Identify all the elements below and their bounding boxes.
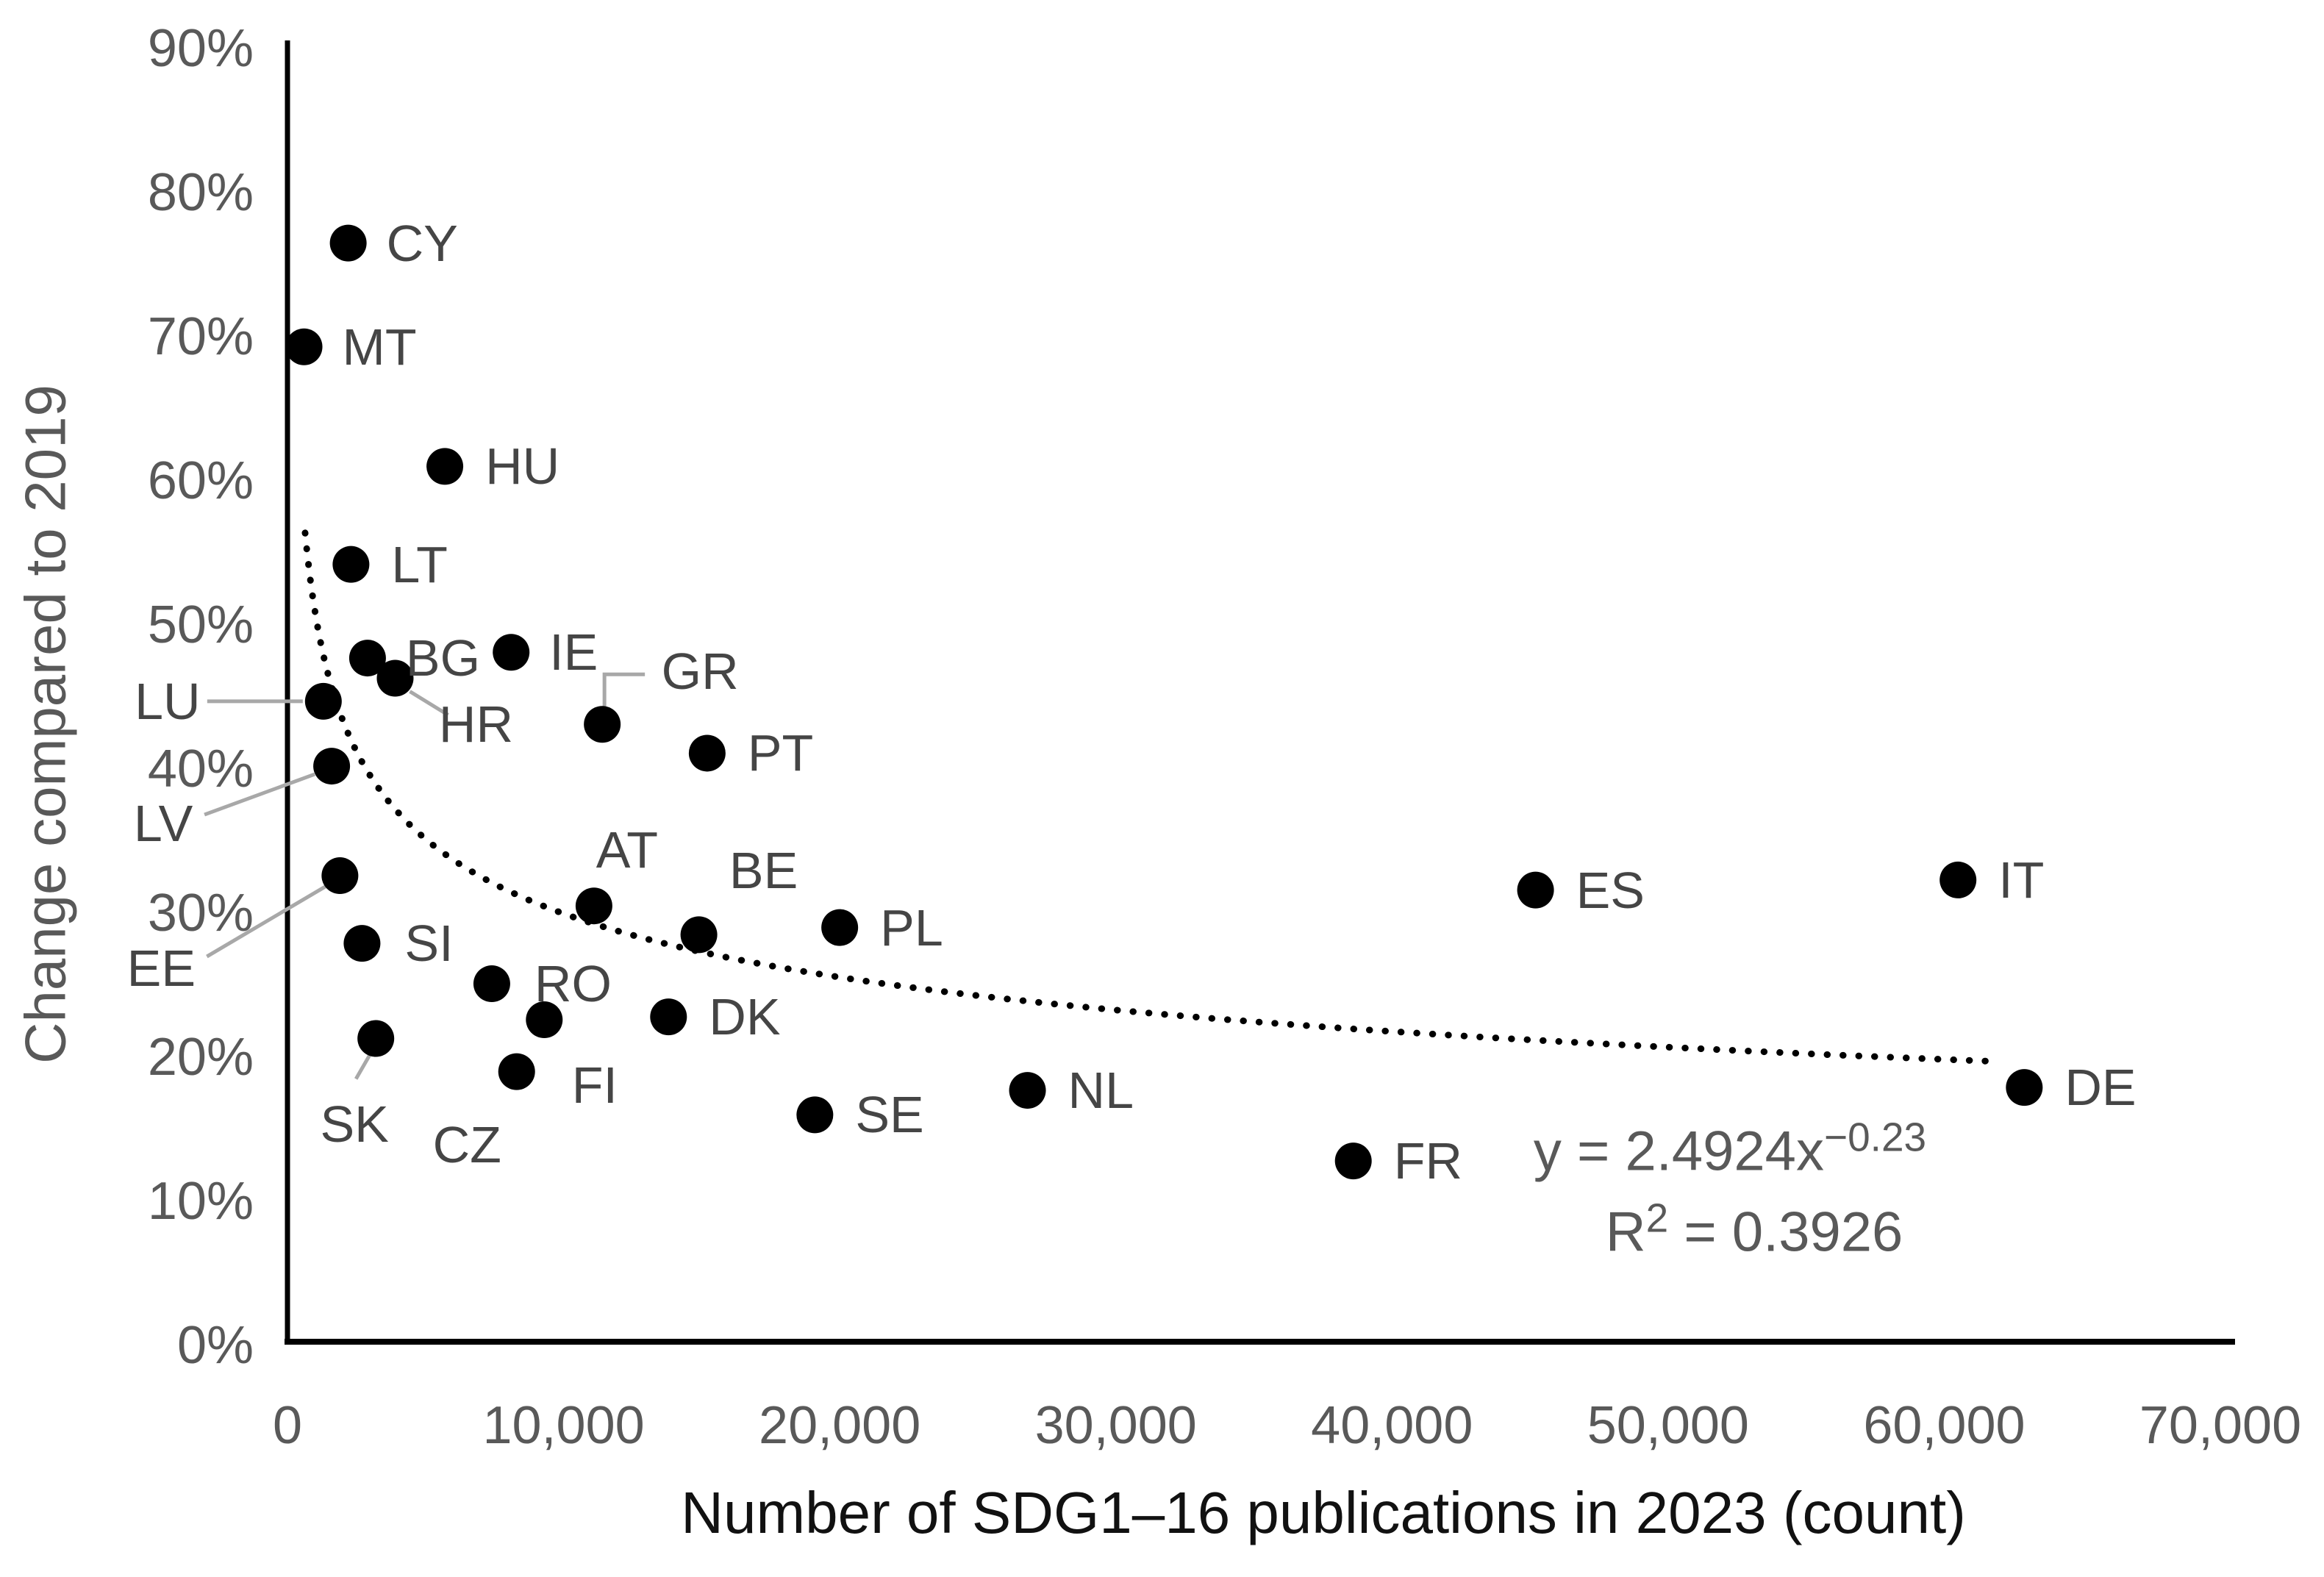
data-point-CZ bbox=[526, 1001, 563, 1039]
y-axis-title: Change compared to 2019 bbox=[12, 385, 78, 1064]
data-point-DE bbox=[2006, 1069, 2043, 1106]
point-label-FI: FI bbox=[571, 1056, 618, 1114]
data-point-FR bbox=[1334, 1142, 1372, 1180]
leader-line-GR bbox=[602, 672, 646, 709]
data-point-LT bbox=[332, 546, 370, 583]
leader-line-LV bbox=[204, 772, 315, 817]
data-point-AT bbox=[575, 887, 612, 925]
data-point-IT bbox=[1939, 861, 1977, 898]
y-tick-label-90%: 90% bbox=[147, 19, 254, 78]
point-label-DK: DK bbox=[709, 988, 781, 1046]
r2-base: R bbox=[1605, 1201, 1646, 1264]
point-label-IE: IE bbox=[549, 623, 598, 682]
point-label-BE: BE bbox=[729, 842, 798, 900]
point-label-IT: IT bbox=[1998, 851, 2045, 909]
point-label-FR: FR bbox=[1393, 1132, 1463, 1190]
point-label-SK: SK bbox=[320, 1095, 389, 1153]
r-squared-label: R2 = 0.3926 bbox=[1606, 1198, 1903, 1260]
point-label-EE: EE bbox=[126, 940, 196, 998]
x-tick-label-10,000: 10,000 bbox=[482, 1396, 645, 1455]
leader-line-HR bbox=[409, 690, 449, 717]
point-label-MT: MT bbox=[342, 318, 417, 376]
point-label-CZ: CZ bbox=[432, 1116, 501, 1174]
data-point-LU bbox=[304, 682, 342, 720]
point-label-RO: RO bbox=[534, 955, 612, 1013]
point-label-CY: CY bbox=[386, 214, 458, 272]
x-tick-label-0: 0 bbox=[272, 1396, 303, 1455]
y-tick-label-0%: 0% bbox=[176, 1316, 254, 1375]
point-label-PT: PT bbox=[747, 724, 814, 782]
equation-exponent: −0.23 bbox=[1823, 1114, 1927, 1160]
data-point-DK bbox=[650, 998, 687, 1036]
y-tick-label-30%: 30% bbox=[147, 884, 254, 943]
x-tick-label-70,000: 70,000 bbox=[2139, 1396, 2302, 1455]
point-label-AT: AT bbox=[596, 821, 659, 879]
equation-prefix: y = 2.4924x bbox=[1533, 1120, 1824, 1183]
data-point-IE bbox=[493, 634, 530, 671]
x-tick-label-50,000: 50,000 bbox=[1587, 1396, 1749, 1455]
data-points-group bbox=[285, 224, 2043, 1180]
x-tick-label-60,000: 60,000 bbox=[1863, 1396, 2026, 1455]
data-point-RO bbox=[473, 965, 510, 1003]
x-tick-label-30,000: 30,000 bbox=[1034, 1396, 1197, 1455]
point-label-ES: ES bbox=[1576, 861, 1645, 919]
data-point-LV bbox=[313, 748, 351, 785]
point-label-LT: LT bbox=[391, 535, 448, 593]
data-point-ES bbox=[1517, 871, 1554, 909]
data-point-MT bbox=[285, 328, 323, 365]
point-label-NL: NL bbox=[1068, 1062, 1134, 1120]
data-point-SE bbox=[796, 1096, 834, 1134]
data-point-PT bbox=[688, 734, 726, 772]
y-tick-label-40%: 40% bbox=[147, 740, 254, 798]
point-label-LU: LU bbox=[135, 672, 201, 730]
data-point-GR bbox=[584, 706, 621, 743]
data-point-BG bbox=[348, 640, 386, 677]
data-point-HU bbox=[426, 448, 464, 485]
point-label-SE: SE bbox=[855, 1086, 924, 1144]
data-point-NL bbox=[1009, 1072, 1046, 1109]
trendline-group bbox=[301, 529, 1998, 1065]
point-label-GR: GR bbox=[661, 643, 739, 701]
point-label-HR: HR bbox=[438, 695, 514, 753]
data-point-EE bbox=[321, 857, 359, 895]
point-label-DE: DE bbox=[2064, 1059, 2137, 1117]
y-tick-label-10%: 10% bbox=[147, 1172, 254, 1231]
axes-group bbox=[285, 40, 2235, 1345]
point-label-BG: BG bbox=[405, 629, 481, 687]
y-tick-label-50%: 50% bbox=[147, 596, 254, 654]
trendline-equation: y = 2.4924x−0.23 bbox=[1534, 1117, 1926, 1179]
leader-line-SK bbox=[354, 1054, 372, 1080]
x-axis-title: Number of SDG1–16 publications in 2023 (… bbox=[681, 1480, 1966, 1545]
r2-value: = 0.3926 bbox=[1668, 1201, 1903, 1264]
point-label-PL: PL bbox=[880, 898, 943, 956]
y-tick-label-20%: 20% bbox=[147, 1028, 254, 1087]
y-tick-label-60%: 60% bbox=[147, 451, 254, 510]
data-point-CY bbox=[329, 224, 367, 262]
y-tick-label-80%: 80% bbox=[147, 163, 254, 222]
data-point-PL bbox=[821, 909, 859, 946]
leader-line-EE bbox=[206, 882, 330, 959]
point-label-SI: SI bbox=[404, 915, 454, 973]
x-tick-label-40,000: 40,000 bbox=[1311, 1396, 1473, 1455]
data-point-FI bbox=[498, 1053, 535, 1090]
r2-sup: 2 bbox=[1645, 1195, 1669, 1241]
data-point-SK bbox=[357, 1020, 395, 1057]
data-point-HR bbox=[376, 659, 414, 697]
power-trendline bbox=[301, 529, 1998, 1065]
point-label-HU: HU bbox=[485, 437, 560, 496]
leader-lines-group bbox=[204, 672, 646, 1080]
y-tick-label-70%: 70% bbox=[147, 307, 254, 366]
point-label-LV: LV bbox=[133, 795, 193, 853]
data-point-SI bbox=[343, 925, 381, 962]
x-tick-label-20,000: 20,000 bbox=[759, 1396, 921, 1455]
data-point-BE bbox=[680, 916, 718, 954]
